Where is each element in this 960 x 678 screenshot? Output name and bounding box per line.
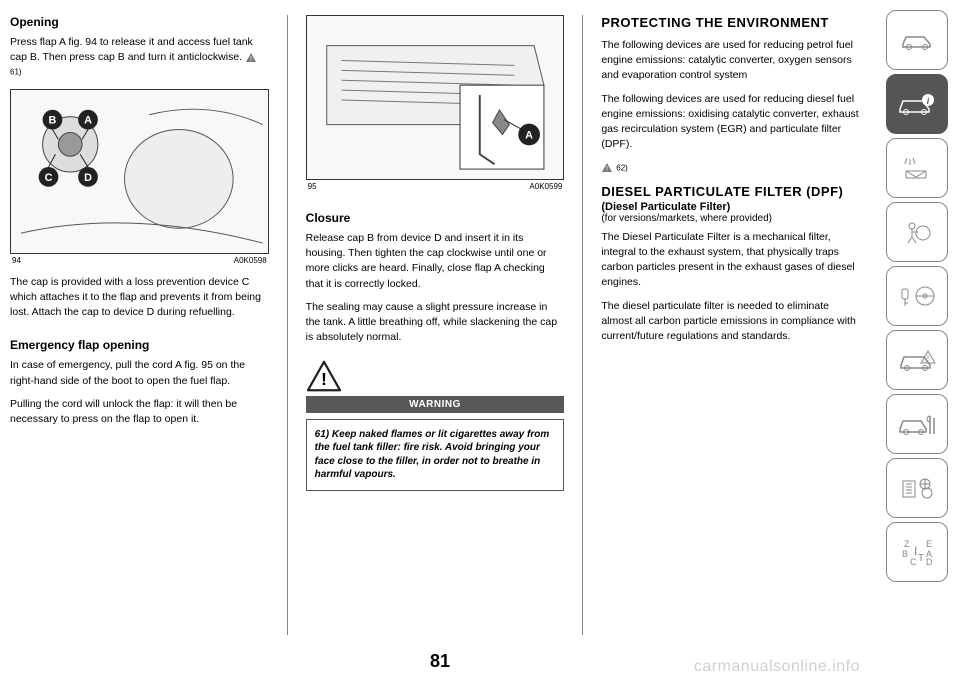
para-env2: The following devices are used for reduc…	[601, 92, 860, 153]
para-cap: The cap is provided with a loss preventi…	[10, 275, 269, 321]
svg-text:E: E	[926, 539, 932, 549]
ref-62: 62)	[616, 163, 628, 172]
fig94-num: 94	[12, 256, 21, 265]
svg-text:!: !	[321, 368, 327, 388]
warning-triangle-icon: !	[601, 162, 613, 173]
fig95-num: 95	[308, 182, 317, 191]
tab-airbag-icon[interactable]	[886, 202, 948, 262]
ref-61: 61)	[10, 68, 22, 77]
warn-text: Keep naked flames or lit cigarettes away…	[315, 429, 550, 481]
svg-text:D: D	[84, 172, 92, 184]
tab-car-icon[interactable]	[886, 10, 948, 70]
para-dpf2: The diesel particulate filter is needed …	[601, 299, 860, 345]
page-number: 81	[430, 651, 450, 672]
para-env1: The following devices are used for reduc…	[601, 38, 860, 84]
heading-emergency: Emergency flap opening	[10, 338, 269, 352]
column-1: Opening Press flap A fig. 94 to release …	[10, 15, 269, 635]
para-opening: Press flap A fig. 94 to release it and a…	[10, 35, 269, 81]
heading-environment: PROTECTING THE ENVIRONMENT	[601, 15, 860, 30]
heading-dpf: DIESEL PARTICULATE FILTER (DPF)	[601, 184, 860, 199]
tab-key-wheel-icon[interactable]	[886, 266, 948, 326]
page-content: Opening Press flap A fig. 94 to release …	[0, 0, 870, 650]
tab-car-warning-icon[interactable]: !	[886, 330, 948, 390]
tab-lights-icon[interactable]	[886, 138, 948, 198]
svg-text:I: I	[914, 544, 917, 558]
warning-box: 61) Keep naked flames or lit cigarettes …	[306, 419, 565, 491]
para-emerg2: Pulling the cord will unlock the flap: i…	[10, 397, 269, 427]
column-3: PROTECTING THE ENVIRONMENT The following…	[582, 15, 860, 635]
svg-text:C: C	[45, 172, 53, 184]
svg-text:!: !	[927, 354, 929, 363]
fig94-code: A0K0598	[234, 256, 267, 265]
svg-text:A: A	[525, 129, 533, 141]
heading-dpf-sub: (Diesel Particulate Filter)	[601, 201, 860, 213]
figure-95-caption: 95 A0K0599	[306, 182, 565, 191]
column-2: A 95 A0K0599 Closure Release cap B from …	[287, 15, 565, 635]
figure-94-caption: 94 A0K0598	[10, 256, 269, 265]
svg-text:C: C	[910, 557, 917, 567]
fig95-code: A0K0599	[529, 182, 562, 191]
text-opening: Press flap A fig. 94 to release it and a…	[10, 36, 253, 63]
tab-index-icon[interactable]: ZEBACDIT	[886, 522, 948, 582]
svg-text:T: T	[918, 553, 924, 564]
figure-95: A	[306, 15, 565, 180]
svg-text:B: B	[902, 549, 908, 559]
heading-opening: Opening	[10, 15, 269, 29]
warning-bar: WARNING	[306, 396, 565, 413]
svg-text:D: D	[926, 557, 933, 567]
para-closure2: The sealing may cause a slight pressure …	[306, 300, 565, 346]
tab-settings-icon[interactable]	[886, 458, 948, 518]
tab-car-info-icon[interactable]: i	[886, 74, 948, 134]
svg-text:A: A	[84, 114, 92, 126]
para-emerg1: In case of emergency, pull the cord A fi…	[10, 358, 269, 388]
warning-triangle-icon: !	[245, 52, 257, 63]
figure-94: B A C D	[10, 89, 269, 254]
sub-dpf: (for versions/markets, where provided)	[601, 213, 860, 224]
svg-text:B: B	[49, 114, 57, 126]
para-dpf1: The Diesel Particulate Filter is a mecha…	[601, 230, 860, 291]
ref-62-line: ! 62)	[601, 161, 860, 176]
svg-text:!: !	[606, 166, 608, 173]
svg-text:!: !	[250, 56, 252, 63]
watermark: carmanualsonline.info	[694, 658, 860, 676]
warning-large-icon: !	[306, 360, 342, 392]
side-tabs: i ! ZEBACDIT	[886, 10, 948, 582]
warn-num: 61)	[315, 429, 329, 440]
svg-text:Z: Z	[904, 539, 910, 549]
tab-car-service-icon[interactable]	[886, 394, 948, 454]
para-closure1: Release cap B from device D and insert i…	[306, 231, 565, 292]
heading-closure: Closure	[306, 211, 565, 225]
